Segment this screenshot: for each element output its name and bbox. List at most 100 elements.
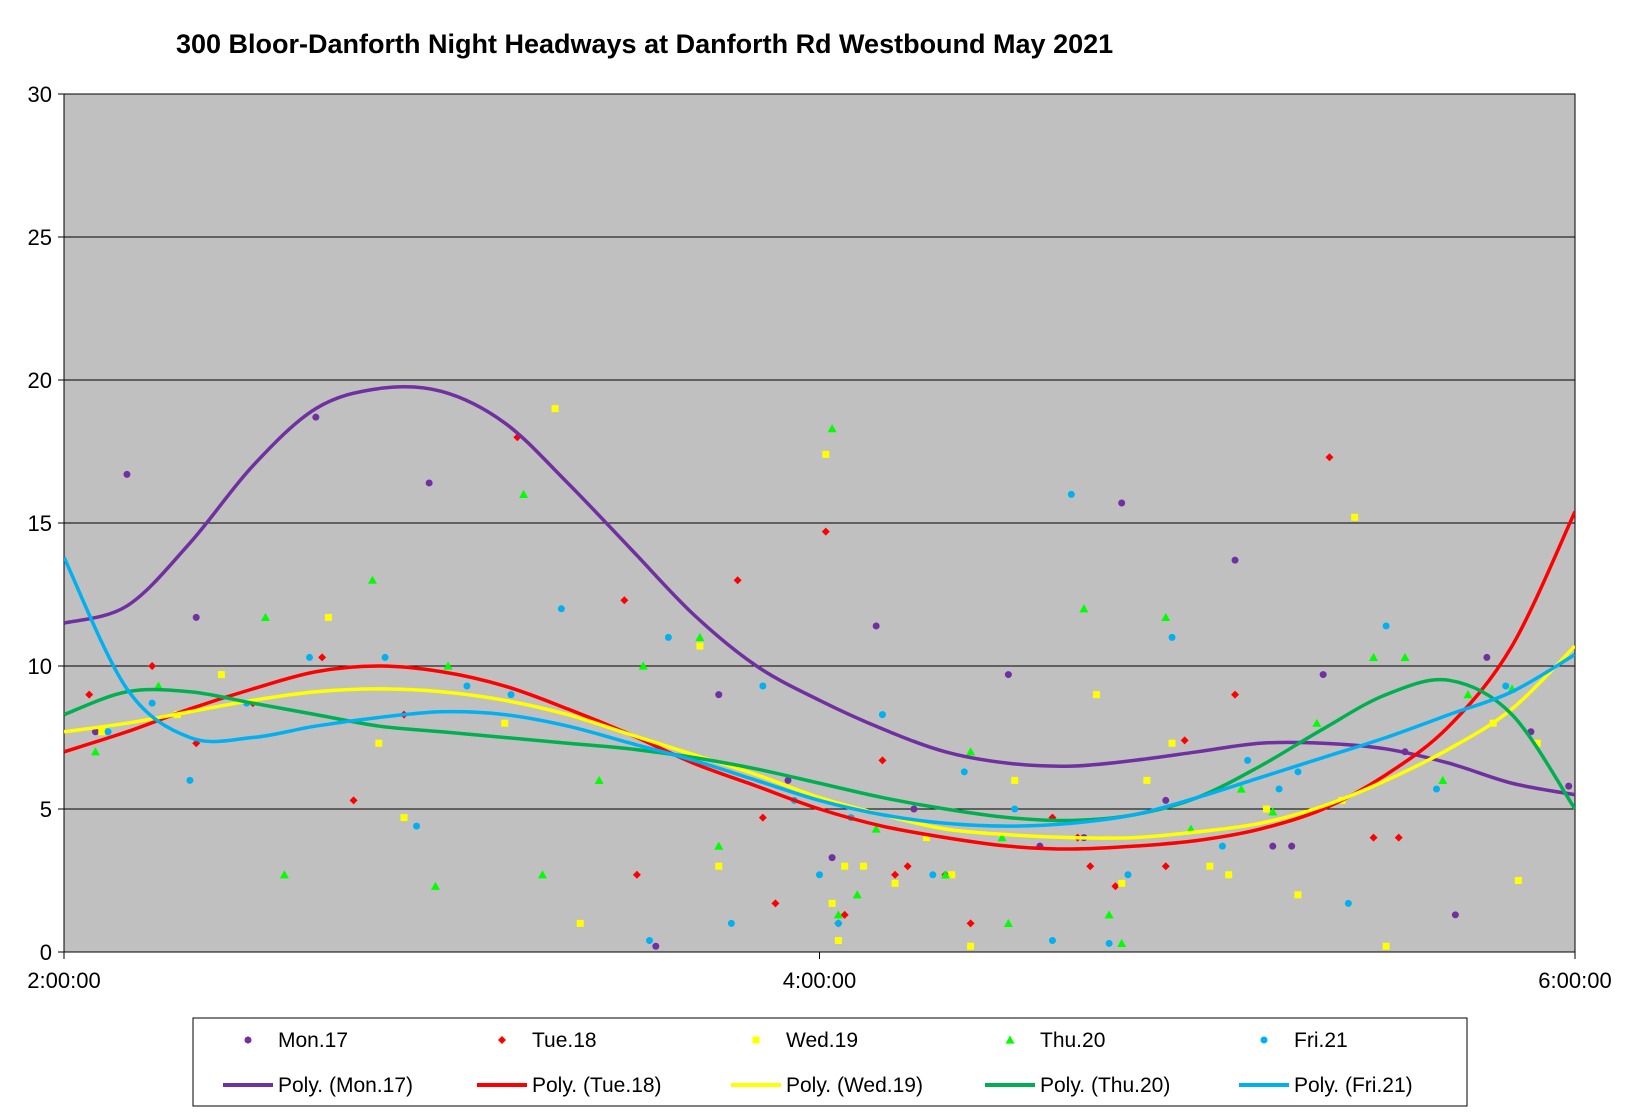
data-point xyxy=(90,747,100,756)
data-point xyxy=(1351,513,1359,521)
data-point xyxy=(1168,739,1176,747)
data-point xyxy=(1288,842,1296,850)
data-point xyxy=(1268,807,1278,816)
data-point xyxy=(400,814,408,822)
data-point xyxy=(324,613,332,621)
legend-item: Fri.21 xyxy=(1260,1029,1348,1052)
data-point xyxy=(1231,690,1240,699)
legend-item: Poly. (Tue.18) xyxy=(477,1074,662,1097)
data-point xyxy=(519,489,529,498)
data-point xyxy=(948,871,956,879)
data-point xyxy=(1086,862,1095,871)
data-point xyxy=(413,822,421,830)
data-point xyxy=(1565,782,1573,790)
data-point xyxy=(1514,877,1522,884)
plot-area: 0 5 10 15 20 25 30 2:00:00 4:00:00 6:00:00 xyxy=(27,82,1611,993)
data-point xyxy=(1400,652,1410,662)
data-point xyxy=(828,854,836,862)
data-point xyxy=(85,690,94,699)
data-point xyxy=(1003,918,1013,927)
data-point xyxy=(966,919,975,928)
legend-item: Poly. (Wed.19) xyxy=(731,1074,923,1097)
data-point xyxy=(349,796,358,805)
data-point xyxy=(646,937,654,945)
data-point xyxy=(318,653,327,662)
y-tick-label: 15 xyxy=(28,511,52,536)
data-point xyxy=(841,862,849,870)
data-point xyxy=(771,899,780,908)
data-point xyxy=(1294,891,1302,899)
data-point xyxy=(664,633,672,641)
data-point xyxy=(827,424,837,433)
data-point xyxy=(1161,612,1171,621)
y-tick-label: 30 xyxy=(28,82,52,107)
data-point xyxy=(425,479,433,487)
data-point xyxy=(1225,871,1233,879)
legend-label: Poly. (Wed.19) xyxy=(786,1074,923,1097)
data-point xyxy=(1451,911,1459,919)
data-point xyxy=(878,711,886,719)
y-tick-label: 10 xyxy=(28,654,52,679)
data-point xyxy=(576,919,584,927)
data-point xyxy=(1011,805,1019,813)
data-point xyxy=(463,682,471,690)
data-point xyxy=(1011,776,1019,784)
legend-label: Wed.19 xyxy=(786,1029,858,1052)
legend-item: Wed.19 xyxy=(752,1029,858,1052)
legend-label: Poly. (Thu.20) xyxy=(1040,1074,1170,1097)
data-point xyxy=(192,613,200,621)
data-point xyxy=(1269,842,1277,850)
data-point xyxy=(1502,682,1510,690)
data-point xyxy=(821,527,830,536)
legend-label: Mon.17 xyxy=(278,1029,348,1052)
data-point xyxy=(929,871,937,879)
data-point xyxy=(1312,718,1322,727)
data-point xyxy=(997,833,1007,842)
data-point xyxy=(91,728,99,736)
data-point xyxy=(891,870,900,879)
data-point xyxy=(594,775,604,784)
data-point xyxy=(279,870,289,879)
data-point xyxy=(1231,556,1239,564)
data-point xyxy=(696,642,704,650)
data-point xyxy=(186,776,194,784)
data-point xyxy=(1161,862,1170,871)
data-point xyxy=(1111,882,1120,891)
data-point xyxy=(1104,910,1114,919)
legend-marker-swatch xyxy=(1260,1036,1268,1044)
data-point xyxy=(1124,871,1132,879)
trendline-poly-fri-21 xyxy=(64,556,1575,828)
data-point xyxy=(551,405,559,413)
legend-label: Fri.21 xyxy=(1294,1029,1348,1052)
data-point xyxy=(878,756,887,765)
data-point xyxy=(715,691,723,699)
data-point xyxy=(834,919,842,927)
data-point xyxy=(260,612,270,621)
series-fri-21 xyxy=(104,490,1510,947)
data-point xyxy=(501,719,509,727)
data-point xyxy=(910,805,918,813)
x-tick-label: 2:00:00 xyxy=(27,968,100,993)
data-point xyxy=(557,605,565,613)
data-point xyxy=(443,661,453,670)
data-point xyxy=(638,661,648,670)
y-tick-label: 0 xyxy=(40,940,52,965)
data-point xyxy=(306,653,314,661)
data-point xyxy=(620,596,629,605)
legend-marker-swatch xyxy=(752,1036,760,1044)
data-point xyxy=(1382,942,1390,950)
data-point xyxy=(860,862,868,870)
data-point xyxy=(1143,776,1151,784)
data-point xyxy=(153,681,163,690)
data-point xyxy=(1325,453,1334,462)
data-point xyxy=(1263,805,1271,813)
legend-item: Thu.20 xyxy=(1005,1029,1105,1052)
legend-item: Poly. (Thu.20) xyxy=(985,1074,1170,1097)
data-point xyxy=(714,841,724,850)
data-point xyxy=(1048,937,1056,945)
trendline-poly-mon-17 xyxy=(64,384,1575,797)
legend-box xyxy=(192,1017,1468,1107)
data-point xyxy=(1236,784,1246,793)
